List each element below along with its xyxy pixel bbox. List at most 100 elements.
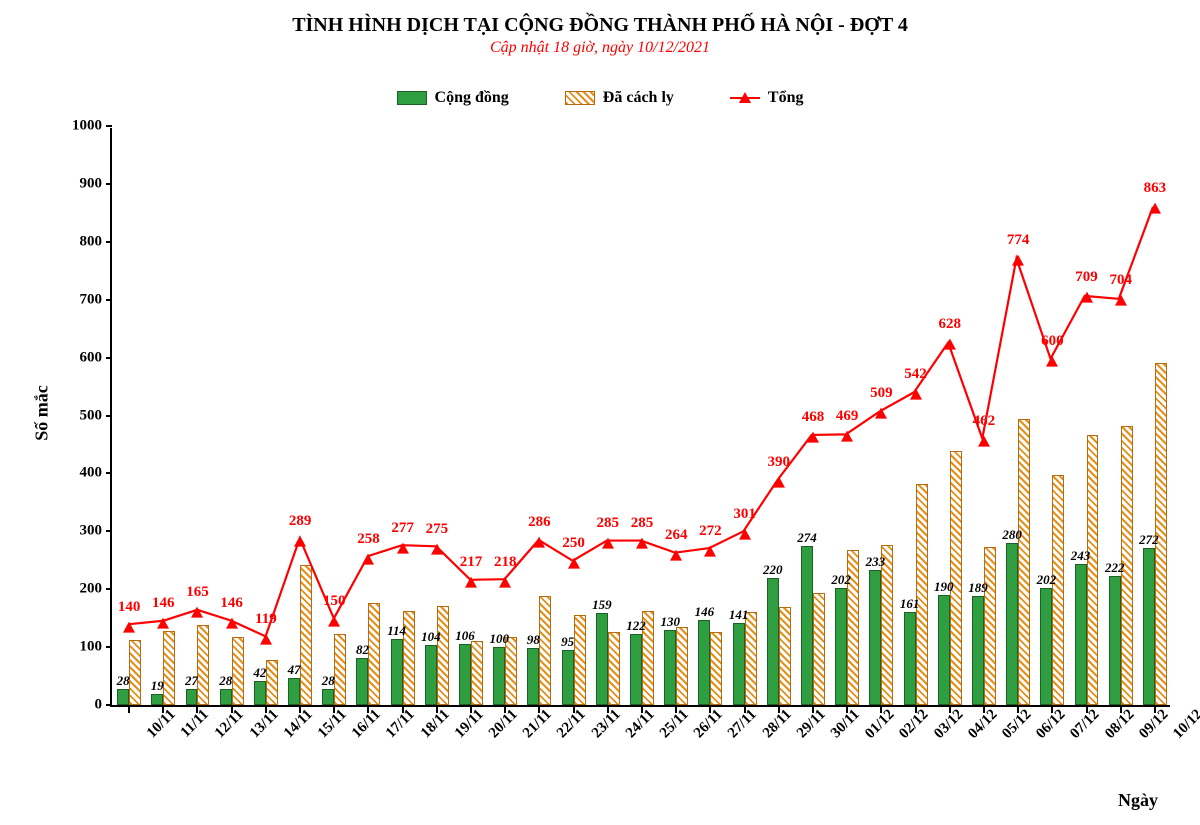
tong-marker	[704, 545, 716, 556]
x-tick-label: 03/12	[926, 702, 966, 742]
legend-swatch-tong	[730, 97, 760, 99]
x-tick-mark	[812, 707, 814, 713]
tong-marker	[191, 607, 203, 618]
tong-marker	[944, 339, 956, 350]
bar-label-cong-dong: 106	[455, 628, 475, 644]
x-tick-label: 01/12	[858, 702, 898, 742]
x-tick-label: 20/11	[482, 702, 522, 742]
tong-value-label: 258	[357, 531, 380, 548]
tong-marker	[807, 432, 819, 443]
bar-label-cong-dong: 243	[1071, 548, 1091, 564]
x-tick-mark	[573, 707, 575, 713]
tong-value-label: 277	[391, 520, 414, 537]
chart-subtitle: Cập nhật 18 giờ, ngày 10/12/2021	[0, 39, 1200, 57]
bar-label-cong-dong: 98	[527, 632, 540, 648]
tong-marker	[294, 535, 306, 546]
x-tick-label: 08/12	[1097, 702, 1137, 742]
tong-marker	[499, 576, 511, 587]
y-tick-mark	[106, 588, 112, 590]
bar-label-cong-dong: 42	[253, 665, 266, 681]
x-tick-mark	[846, 707, 848, 713]
y-tick-mark	[106, 704, 112, 706]
tong-value-label: 150	[323, 593, 346, 610]
tong-value-label: 264	[665, 527, 688, 544]
bar-label-cong-dong: 114	[387, 623, 406, 639]
x-tick-mark	[641, 707, 643, 713]
legend-swatch-cach-ly	[565, 91, 595, 105]
tong-value-label: 468	[802, 409, 825, 426]
tong-marker	[362, 553, 374, 564]
bar-label-cong-dong: 27	[185, 673, 198, 689]
tong-marker	[602, 538, 614, 549]
bar-label-cong-dong: 274	[797, 530, 817, 546]
tong-value-label: 217	[460, 554, 483, 571]
tong-value-label: 628	[938, 316, 961, 333]
tong-marker	[465, 577, 477, 588]
tong-value-label: 709	[1075, 269, 1098, 286]
bar-label-cong-dong: 146	[695, 604, 715, 620]
y-tick-mark	[106, 125, 112, 127]
x-tick-label: 10/11	[140, 702, 180, 742]
x-tick-label: 14/11	[276, 702, 316, 742]
tong-value-label: 863	[1144, 180, 1167, 197]
y-tick-mark	[106, 183, 112, 185]
tong-value-label: 218	[494, 554, 517, 571]
bar-label-cong-dong: 104	[421, 629, 441, 645]
x-tick-label: 19/11	[447, 702, 487, 742]
bar-label-cong-dong: 233	[866, 554, 886, 570]
tong-value-label: 542	[904, 366, 927, 383]
tong-value-label: 286	[528, 514, 551, 531]
x-tick-label: 30/11	[824, 702, 864, 742]
x-tick-mark	[1051, 707, 1053, 713]
tong-value-label: 469	[836, 408, 859, 425]
x-tick-mark	[1086, 707, 1088, 713]
x-tick-mark	[333, 707, 335, 713]
x-tick-label: 21/11	[516, 702, 556, 742]
x-tick-label: 04/12	[961, 702, 1001, 742]
tong-value-label: 289	[289, 513, 312, 530]
legend-item-cong-dong: Cộng đồng	[397, 89, 509, 107]
tong-value-label: 140	[118, 599, 141, 616]
x-tick-mark	[983, 707, 985, 713]
x-tick-mark	[265, 707, 267, 713]
tong-marker	[978, 435, 990, 446]
y-tick-mark	[106, 530, 112, 532]
x-tick-label: 17/11	[379, 702, 419, 742]
y-axis-label: Số mắc	[31, 385, 52, 441]
x-tick-mark	[402, 707, 404, 713]
x-tick-mark	[128, 707, 130, 713]
legend-label-cong-dong: Cộng đồng	[435, 89, 509, 107]
bar-label-cong-dong: 220	[763, 562, 783, 578]
x-tick-label: 25/11	[653, 702, 693, 742]
bar-label-cong-dong: 141	[729, 607, 749, 623]
tong-marker	[533, 537, 545, 548]
legend-label-tong: Tổng	[768, 89, 804, 107]
tong-value-label: 272	[699, 523, 722, 540]
bar-label-cong-dong: 28	[322, 673, 335, 689]
tong-marker	[1149, 203, 1161, 214]
x-tick-mark	[231, 707, 233, 713]
legend-item-tong: Tổng	[730, 89, 804, 107]
bar-label-cong-dong: 222	[1105, 560, 1125, 576]
x-tick-mark	[436, 707, 438, 713]
x-tick-label: 10/12	[1166, 702, 1200, 742]
tong-marker	[773, 477, 785, 488]
x-tick-mark	[880, 707, 882, 713]
tong-marker	[739, 528, 751, 539]
bar-label-cong-dong: 189	[968, 580, 988, 596]
tong-marker	[397, 542, 409, 553]
y-tick-mark	[106, 415, 112, 417]
x-tick-label: 18/11	[413, 702, 453, 742]
x-tick-label: 02/12	[892, 702, 932, 742]
x-tick-mark	[299, 707, 301, 713]
bar-label-cong-dong: 161	[900, 596, 920, 612]
x-tick-mark	[1120, 707, 1122, 713]
x-tick-mark	[915, 707, 917, 713]
tong-marker	[1081, 292, 1093, 303]
tong-marker	[328, 616, 340, 627]
tong-value-label: 285	[597, 515, 620, 532]
tong-marker	[1115, 295, 1127, 306]
x-tick-label: 06/12	[1029, 702, 1069, 742]
tong-value-label: 774	[1007, 232, 1030, 249]
tong-value-label: 146	[152, 595, 175, 612]
